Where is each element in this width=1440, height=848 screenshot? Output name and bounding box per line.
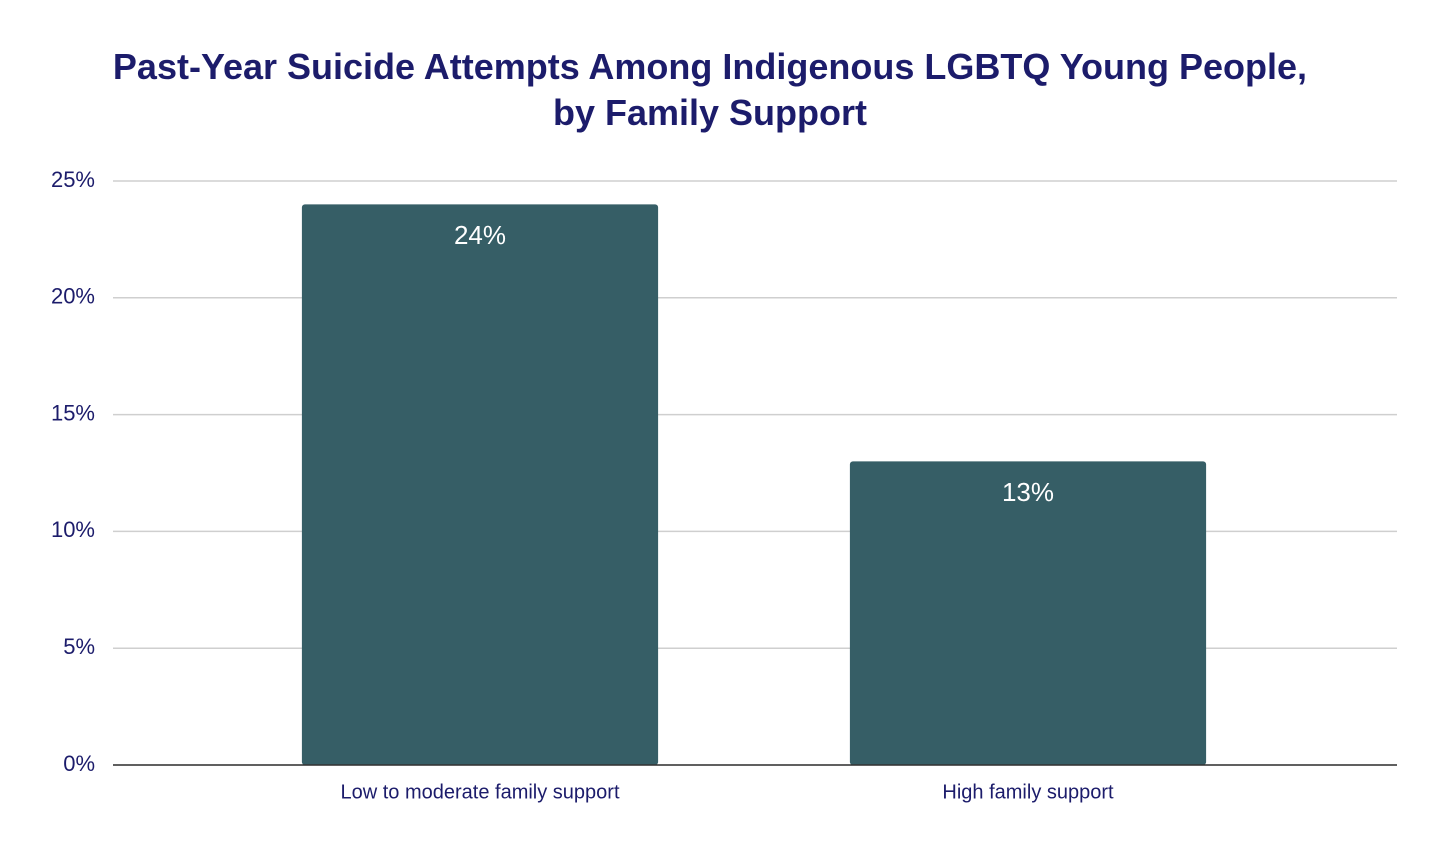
- y-tick-label: 0%: [63, 751, 95, 776]
- value-label: 24%: [454, 220, 506, 250]
- y-tick-label: 15%: [51, 400, 95, 425]
- y-tick-label: 10%: [51, 517, 95, 542]
- x-tick-label: Low to moderate family support: [340, 781, 619, 803]
- y-tick-label: 5%: [63, 634, 95, 659]
- y-tick-label: 25%: [51, 167, 95, 192]
- chart-title: Past-Year Suicide Attempts Among Indigen…: [112, 46, 1308, 133]
- y-tick-label: 20%: [51, 284, 95, 309]
- bar: [301, 204, 659, 766]
- bar: [849, 461, 1207, 765]
- x-tick-label: High family support: [942, 781, 1114, 803]
- value-label: 13%: [1002, 477, 1054, 507]
